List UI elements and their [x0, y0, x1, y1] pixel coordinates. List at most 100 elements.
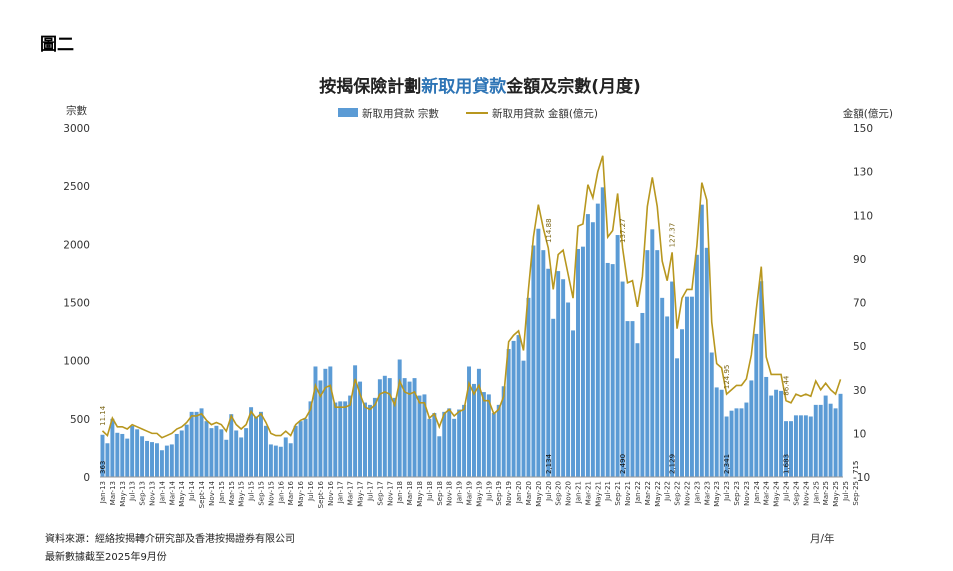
count-bar	[615, 235, 620, 477]
count-bar	[714, 387, 719, 477]
count-bar	[838, 393, 843, 477]
right-axis-ticks: -10 10 30 50 70 90 110 130 150	[853, 123, 873, 484]
x-axis-title: 月/年	[810, 532, 835, 545]
count-bar	[774, 389, 779, 477]
count-bar	[442, 411, 447, 477]
count-bar	[372, 397, 377, 477]
x-tick-label: Jul-15	[248, 481, 256, 502]
x-tick-label: Jan-18	[396, 481, 404, 504]
x-tick-label: Jan-13	[99, 481, 107, 504]
x-tick-label: Jul-16	[307, 480, 315, 501]
count-bar	[709, 352, 714, 477]
x-tick-label: Sep-24	[792, 480, 800, 505]
x-tick-label: Nov-19	[505, 481, 513, 506]
x-tick-label: May-17	[357, 481, 365, 507]
count-bar	[358, 381, 363, 477]
count-bar	[531, 245, 536, 477]
count-bar	[694, 254, 699, 477]
x-tick-label: Mar-14	[168, 480, 176, 505]
x-tick-label: Jul-24	[783, 480, 791, 501]
count-bar	[402, 378, 407, 477]
chart-title: 按揭保險計劃新取用貸款金額及宗數(月度)	[319, 76, 641, 97]
count-bar	[140, 436, 145, 477]
right-tick-label: 110	[853, 210, 873, 222]
x-tick-label: May-24	[773, 480, 781, 506]
x-tick-label: May-13	[119, 481, 127, 507]
x-tick-label: May-20	[535, 481, 543, 507]
x-tick-label: Mar-20	[525, 481, 533, 505]
count-bar	[635, 343, 640, 477]
count-bar	[749, 380, 754, 477]
count-bar	[432, 413, 437, 477]
count-bar	[759, 281, 764, 477]
count-bar	[506, 349, 511, 477]
count-value-label: 1,683	[783, 454, 791, 474]
count-bar	[595, 203, 600, 477]
count-bar	[437, 436, 442, 477]
count-bar	[110, 418, 115, 477]
count-bar	[496, 404, 501, 477]
x-tick-label: Sep-15	[257, 481, 265, 506]
count-bar	[209, 428, 214, 477]
x-tick-label: Mar-16	[287, 480, 295, 505]
x-tick-label: Jan-21	[575, 481, 583, 504]
amount-line-series	[101, 155, 842, 439]
count-bar	[417, 395, 422, 477]
count-bar	[452, 418, 457, 477]
count-bar	[204, 421, 209, 477]
right-tick-label: 30	[853, 385, 866, 397]
x-tick-label: Mar-19	[466, 481, 474, 505]
left-axis-title: 宗數	[66, 104, 87, 117]
count-bar	[769, 395, 774, 477]
count-bar	[467, 366, 471, 477]
x-tick-label: Sep-22	[674, 481, 682, 506]
count-bar	[367, 404, 372, 477]
count-bar	[585, 214, 590, 477]
x-tick-label: Jan-16	[277, 480, 285, 504]
count-bar	[254, 416, 259, 477]
amount-value-label: 124.95	[723, 365, 731, 390]
count-bar	[154, 443, 159, 477]
count-bar	[363, 402, 367, 477]
x-tick-label: Jul-22	[664, 481, 672, 502]
count-bar	[392, 397, 397, 477]
x-tick-label: Nov-16	[327, 480, 335, 505]
count-bar	[219, 429, 224, 477]
count-value-label: 715	[852, 461, 860, 474]
bar-series	[100, 187, 843, 477]
x-tick-label: Mar-17	[347, 481, 355, 505]
chart-title-part-3: 金額及宗數(月度)	[505, 76, 641, 97]
count-bar	[828, 403, 833, 477]
right-tick-label: 70	[853, 298, 866, 310]
count-bar	[427, 418, 432, 477]
x-tick-label: Nov-15	[267, 481, 275, 506]
count-bar	[665, 316, 670, 477]
x-tick-label: Sept-16	[317, 480, 325, 508]
count-value-label: 363	[99, 461, 107, 474]
left-tick-label: 2000	[63, 239, 90, 251]
count-bar	[184, 424, 189, 477]
count-bar	[397, 359, 402, 477]
x-tick-label: Nov-20	[565, 481, 573, 506]
count-bar	[273, 445, 278, 477]
chart-title-part-1: 按揭保險計劃	[319, 76, 421, 97]
count-bar	[313, 366, 318, 477]
count-bar	[472, 383, 476, 477]
x-tick-label: Mar-22	[644, 481, 652, 505]
x-tick-label: May-16	[297, 480, 305, 506]
count-bar	[115, 432, 120, 477]
count-bar	[813, 404, 818, 477]
x-tick-label: Jul-20	[545, 481, 553, 502]
count-bar	[600, 187, 605, 477]
left-axis-ticks: 0 500 1000 1500 2000 2500 3000	[63, 123, 90, 484]
count-bar	[263, 425, 268, 477]
x-tick-label: Sep-19	[495, 481, 503, 506]
count-bar	[234, 430, 239, 477]
count-bar	[536, 228, 541, 477]
count-bar	[590, 222, 595, 477]
count-bar	[779, 390, 784, 477]
x-tick-label: Sep-23	[733, 481, 741, 506]
legend-bar-label: 新取用貸款 宗數	[362, 107, 439, 120]
count-bar	[818, 404, 823, 477]
count-bar	[318, 380, 323, 477]
